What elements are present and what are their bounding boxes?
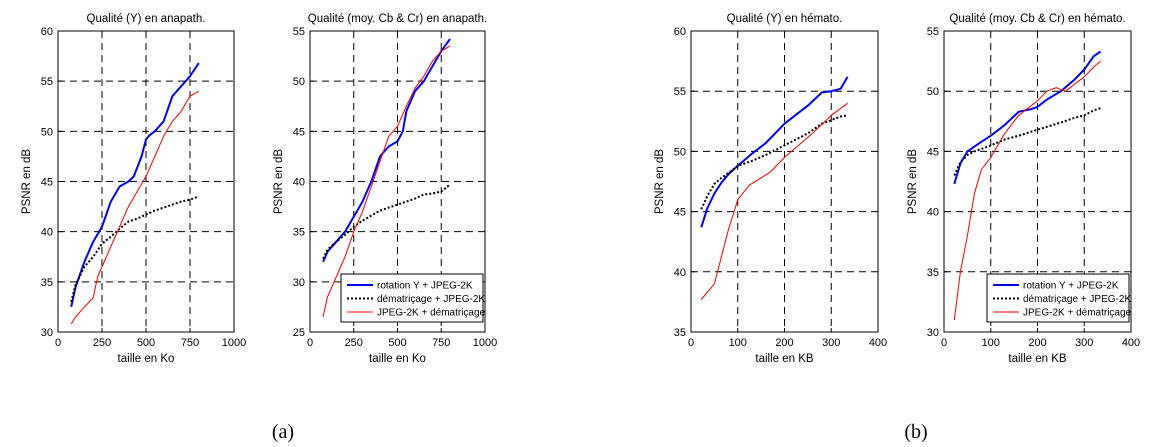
- x-tick-label: 300: [822, 337, 840, 349]
- legend-label-rotation: rotation Y + JPEG-2K: [1023, 281, 1119, 292]
- y-tick-label: 40: [41, 227, 53, 239]
- legend-label-rotation: rotation Y + JPEG-2K: [377, 281, 473, 292]
- series-line-dematricage: [322, 183, 451, 260]
- y-tick-label: 45: [293, 126, 305, 138]
- x-tick-label: 1000: [222, 337, 246, 349]
- y-tick-label: 50: [293, 76, 305, 88]
- y-tick-label: 35: [927, 267, 939, 279]
- caption-b: (b): [904, 421, 927, 443]
- y-axis-label: PSNR en dB: [654, 149, 666, 215]
- series-line-rotation: [70, 62, 200, 308]
- chart-title: Qualité (moy. Cb & Cr) en anapath.: [308, 13, 487, 25]
- x-tick-label: 0: [941, 337, 947, 349]
- x-tick-label: 250: [345, 337, 363, 349]
- y-tick-label: 30: [293, 277, 305, 289]
- x-tick-label: 0: [55, 337, 61, 349]
- x-tick-label: 100: [729, 337, 747, 349]
- x-tick-label: 0: [688, 337, 694, 349]
- y-tick-label: 55: [41, 76, 53, 88]
- y-tick-label: 30: [927, 327, 939, 339]
- y-axis-label: PSNR en dB: [907, 149, 919, 215]
- x-tick-label: 400: [869, 337, 887, 349]
- legend-label-jpeg2k: JPEG-2K + dématriçage: [1023, 308, 1132, 319]
- y-tick-label: 55: [927, 26, 939, 38]
- legend-label-dematricage: dématriçage + JPEG-2K: [377, 294, 485, 305]
- x-tick-label: 300: [1075, 337, 1093, 349]
- y-tick-label: 45: [674, 207, 686, 219]
- y-axis-label: PSNR en dB: [273, 149, 285, 215]
- y-tick-label: 55: [674, 86, 686, 98]
- y-tick-label: 40: [674, 267, 686, 279]
- legend: rotation Y + JPEG-2K dématriçage + JPEG-2…: [986, 273, 1132, 323]
- chart-1: 0 250 500 750 1000 30 35 40 45 50 55 60 Qualité (Y) …: [21, 13, 246, 365]
- x-tick-label: 200: [1028, 337, 1046, 349]
- y-tick-label: 35: [41, 277, 53, 289]
- y-tick-label: 50: [41, 126, 53, 138]
- y-tick-label: 55: [293, 26, 305, 38]
- series-line-jpeg2k: [700, 102, 848, 300]
- x-tick-label: 200: [775, 337, 793, 349]
- y-tick-label: 40: [293, 177, 305, 189]
- series-line-jpeg2k: [70, 90, 200, 325]
- series-line-jpeg2k: [322, 45, 451, 318]
- series-line-rotation: [953, 50, 1102, 185]
- chart-4: 0 100 200 300 400 30 35 40 45 50 55 Qualité (moy. C…: [907, 13, 1140, 365]
- chart-3: 0 100 200 300 400 35 40 45 50 55 60 Qualité (Y) en …: [654, 13, 887, 365]
- y-tick-label: 35: [293, 227, 305, 239]
- series-line-rotation: [700, 76, 849, 228]
- x-tick-label: 1000: [473, 337, 497, 349]
- chart-title: Qualité (Y) en hémato.: [727, 13, 843, 25]
- y-tick-label: 30: [41, 327, 53, 339]
- series-line-dematricage: [953, 107, 1101, 176]
- series-line-dematricage: [70, 195, 200, 303]
- y-axis-label: PSNR en dB: [21, 149, 33, 215]
- legend-label-jpeg2k: JPEG-2K + dématriçage: [377, 308, 486, 319]
- y-tick-label: 60: [674, 26, 686, 38]
- x-tick-label: 500: [137, 337, 155, 349]
- y-tick-label: 60: [41, 26, 53, 38]
- x-axis-label: taille en Ko: [118, 353, 175, 365]
- chart-title: Qualité (moy. Cb & Cr) en hémato.: [949, 13, 1125, 25]
- legend-label-dematricage: dématriçage + JPEG-2K: [1023, 294, 1131, 305]
- x-tick-label: 750: [181, 337, 199, 349]
- x-tick-label: 0: [307, 337, 313, 349]
- chart-title: Qualité (Y) en anapath.: [87, 13, 206, 25]
- x-tick-label: 750: [432, 337, 450, 349]
- series-line-rotation: [322, 38, 451, 263]
- y-tick-label: 25: [293, 327, 305, 339]
- y-tick-label: 45: [41, 177, 53, 189]
- y-tick-label: 40: [927, 207, 939, 219]
- series-line-dematricage: [700, 114, 848, 210]
- series-line-jpeg2k: [953, 60, 1101, 321]
- x-axis-label: taille en Ko: [369, 353, 426, 365]
- x-tick-label: 500: [388, 337, 406, 349]
- y-tick-label: 45: [927, 146, 939, 158]
- x-axis-label: taille en KB: [1008, 353, 1067, 365]
- x-tick-label: 250: [93, 337, 111, 349]
- y-tick-label: 50: [674, 146, 686, 158]
- y-tick-label: 35: [674, 327, 686, 339]
- caption-a: (a): [272, 421, 294, 443]
- legend: rotation Y + JPEG-2K dématriçage + JPEG-2…: [340, 273, 486, 323]
- y-tick-label: 50: [927, 86, 939, 98]
- x-axis-label: taille en KB: [755, 353, 814, 365]
- x-tick-label: 400: [1122, 337, 1140, 349]
- x-tick-label: 100: [982, 337, 1000, 349]
